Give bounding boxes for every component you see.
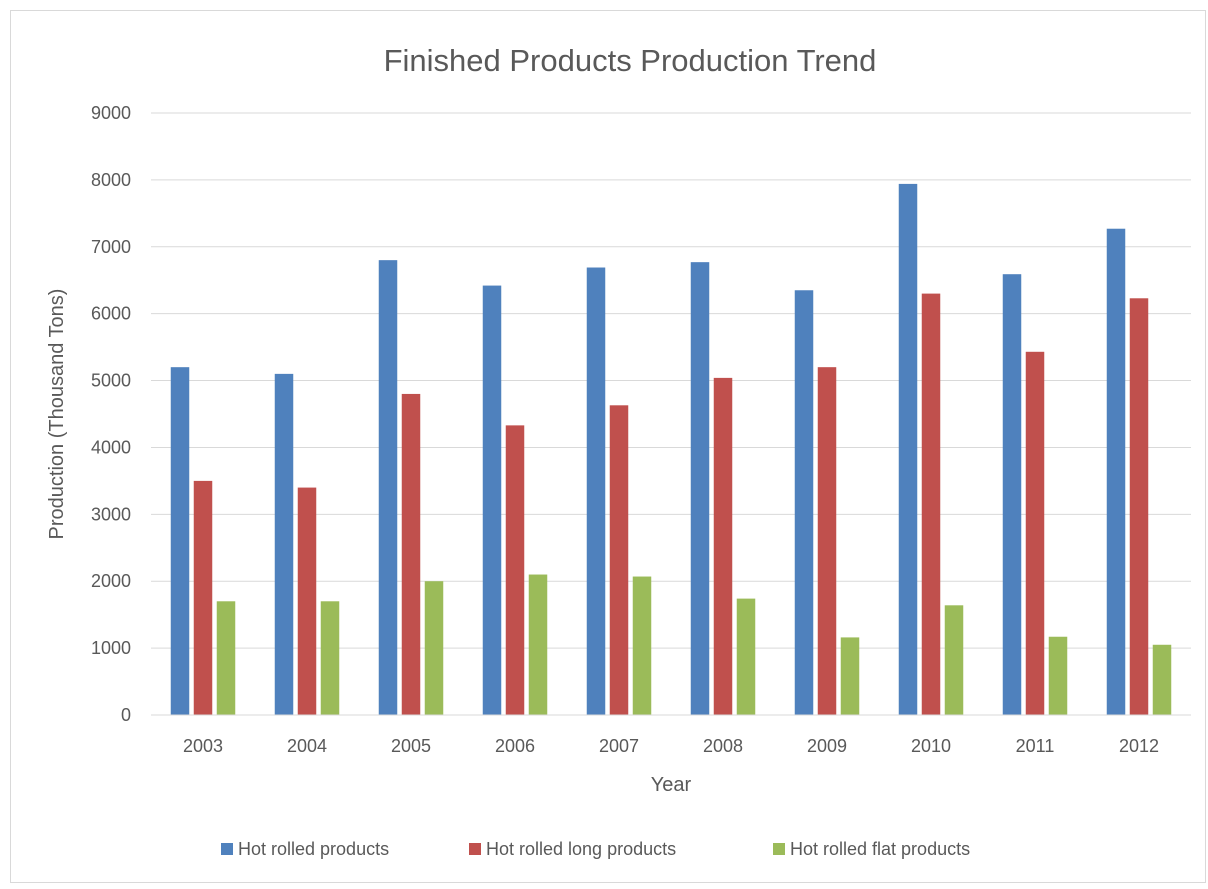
bar-hot-rolled-products-2005 [378,260,398,715]
bar-hot-rolled-products-2009 [794,290,814,715]
bar-hot-rolled-products-2008 [690,262,710,715]
x-tick-label: 2008 [703,736,743,756]
bar-hot-rolled-products-2004 [274,373,294,715]
y-tick-label: 4000 [91,437,131,457]
bar-chart: Finished Products Production Trend 0 1000… [46,43,1191,859]
bar-hot-rolled-flat-products-2011 [1048,636,1068,715]
x-tick-label: 2003 [183,736,223,756]
bar-hot-rolled-long-products-2006 [505,425,525,715]
x-tick-label: 2012 [1119,736,1159,756]
legend-label: Hot rolled flat products [790,839,970,859]
y-axis-title: Production (Thousand Tons) [46,289,68,540]
y-tick-label: 2000 [91,571,131,591]
bar-hot-rolled-long-products-2007 [609,405,629,715]
bar-hot-rolled-products-2010 [898,183,918,715]
legend-swatch [221,843,233,855]
bar-hot-rolled-flat-products-2004 [320,601,340,715]
bar-hot-rolled-flat-products-2003 [216,601,236,715]
y-tick-label: 3000 [91,504,131,524]
x-tick-label: 2009 [807,736,847,756]
bar-hot-rolled-long-products-2012 [1129,298,1149,715]
chart-title: Finished Products Production Trend [384,43,877,78]
bar-hot-rolled-products-2012 [1106,228,1126,715]
bars [170,183,1172,715]
x-axis-title: Year [651,774,692,796]
bar-hot-rolled-products-2011 [1002,274,1022,715]
y-tick-label: 0 [121,705,131,725]
y-tick-label: 6000 [91,304,131,324]
bar-hot-rolled-products-2007 [586,267,606,715]
y-tick-label: 5000 [91,371,131,391]
x-tick-label: 2011 [1016,736,1055,756]
bar-hot-rolled-flat-products-2006 [528,574,548,715]
chart-area: Finished Products Production Trend 0 1000… [10,10,1206,883]
legend-swatch [773,843,785,855]
x-axis-tick-labels: 2003 2004 2005 2006 2007 2008 2009 2010 2011 2012 [183,736,1159,756]
gridlines [151,112,1191,649]
bar-hot-rolled-flat-products-2010 [944,605,964,715]
legend: Hot rolled products Hot rolled long produ… [221,839,970,859]
y-tick-label: 9000 [91,103,131,123]
x-tick-label: 2004 [287,736,327,756]
legend-swatch [469,843,481,855]
y-tick-label: 1000 [91,638,131,658]
bar-hot-rolled-long-products-2003 [193,480,213,715]
y-axis-tick-labels: 0 1000 2000 3000 4000 5000 6000 7000 8000 9000 [91,103,131,725]
legend-label: Hot rolled long products [486,839,676,859]
bar-hot-rolled-flat-products-2005 [424,581,444,715]
y-tick-label: 8000 [91,170,131,190]
x-tick-label: 2007 [599,736,639,756]
bar-hot-rolled-long-products-2011 [1025,351,1045,715]
bar-hot-rolled-long-products-2010 [921,293,941,715]
bar-hot-rolled-long-products-2009 [817,367,837,715]
bar-hot-rolled-flat-products-2008 [736,598,756,715]
x-tick-label: 2006 [495,736,535,756]
bar-hot-rolled-long-products-2008 [713,377,733,715]
x-tick-label: 2010 [911,736,951,756]
bar-hot-rolled-long-products-2005 [401,393,421,715]
bar-hot-rolled-long-products-2004 [297,487,317,715]
bar-hot-rolled-flat-products-2007 [632,576,652,715]
bar-hot-rolled-products-2006 [482,285,502,715]
x-tick-label: 2005 [391,736,431,756]
bar-hot-rolled-flat-products-2012 [1152,644,1172,715]
legend-label: Hot rolled products [238,839,389,859]
bar-hot-rolled-flat-products-2009 [840,637,860,715]
y-tick-label: 7000 [91,237,131,257]
bar-hot-rolled-products-2003 [170,367,190,715]
